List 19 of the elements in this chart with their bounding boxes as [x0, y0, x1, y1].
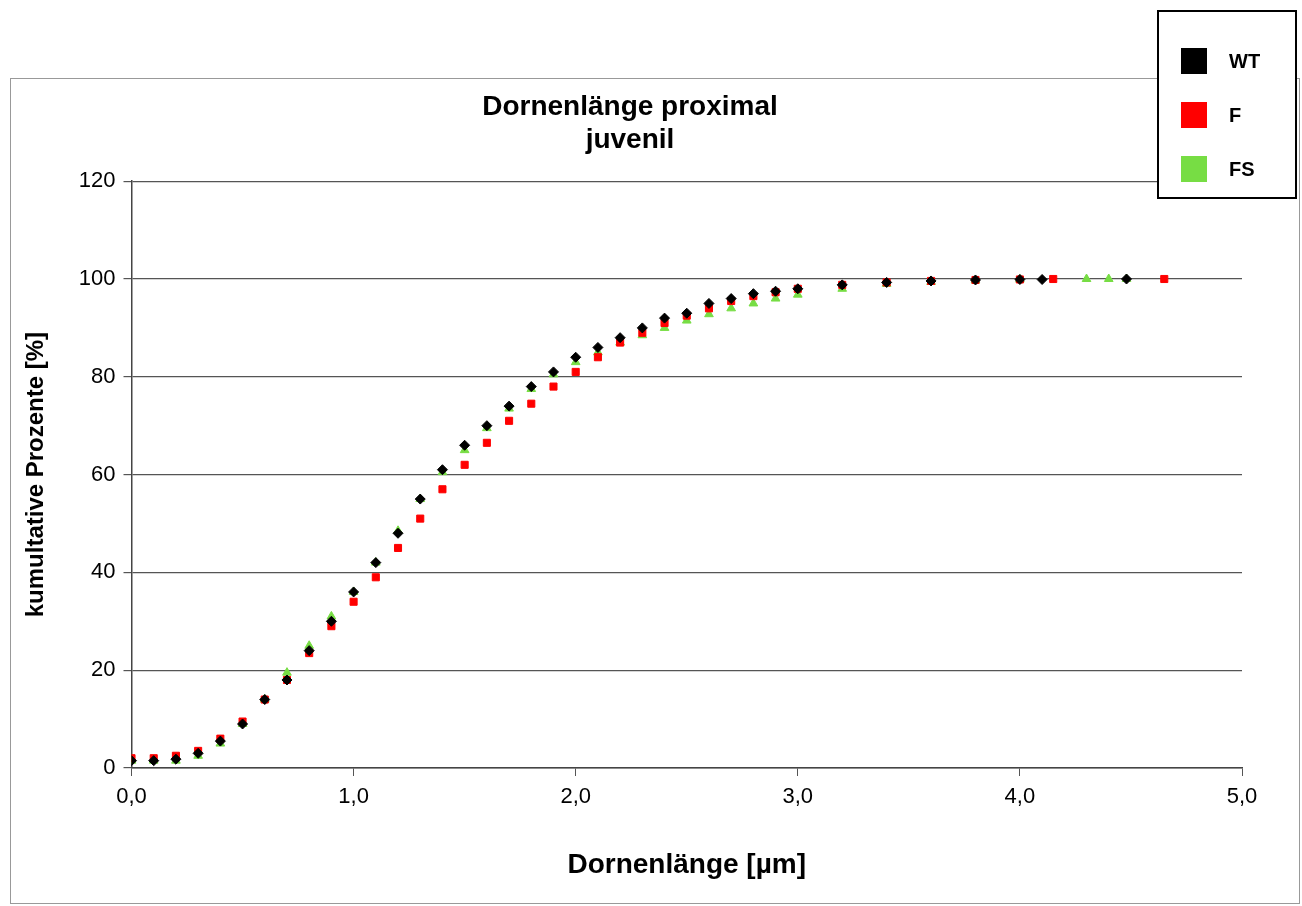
chart-title: Dornenlänge proximal juvenil [482, 89, 778, 155]
x-tick-label: 3,0 [782, 783, 814, 809]
x-tick-label: 1,0 [338, 783, 369, 809]
x-axis-title: Dornenlänge [µm] [567, 847, 807, 879]
x-tick-label: 4,0 [1004, 783, 1036, 809]
legend-label: WT [1229, 49, 1261, 73]
x-tick-label: 5,0 [1226, 783, 1258, 809]
y-tick-label: 80 [91, 362, 116, 388]
y-tick-label: 40 [91, 558, 116, 584]
legend-label: FS [1229, 157, 1255, 181]
x-tick-label: 0,0 [116, 783, 147, 809]
y-axis-title: kumultative Prozente [%] [21, 331, 49, 618]
y-tick-label: 100 [78, 265, 116, 291]
y-tick-label: 20 [91, 656, 116, 682]
y-tick-label: 60 [91, 460, 116, 486]
y-tick-label: 0 [103, 754, 116, 780]
y-tick-label: 120 [78, 167, 116, 193]
legend-label: F [1229, 103, 1242, 127]
x-tick-label: 2,0 [560, 783, 591, 809]
